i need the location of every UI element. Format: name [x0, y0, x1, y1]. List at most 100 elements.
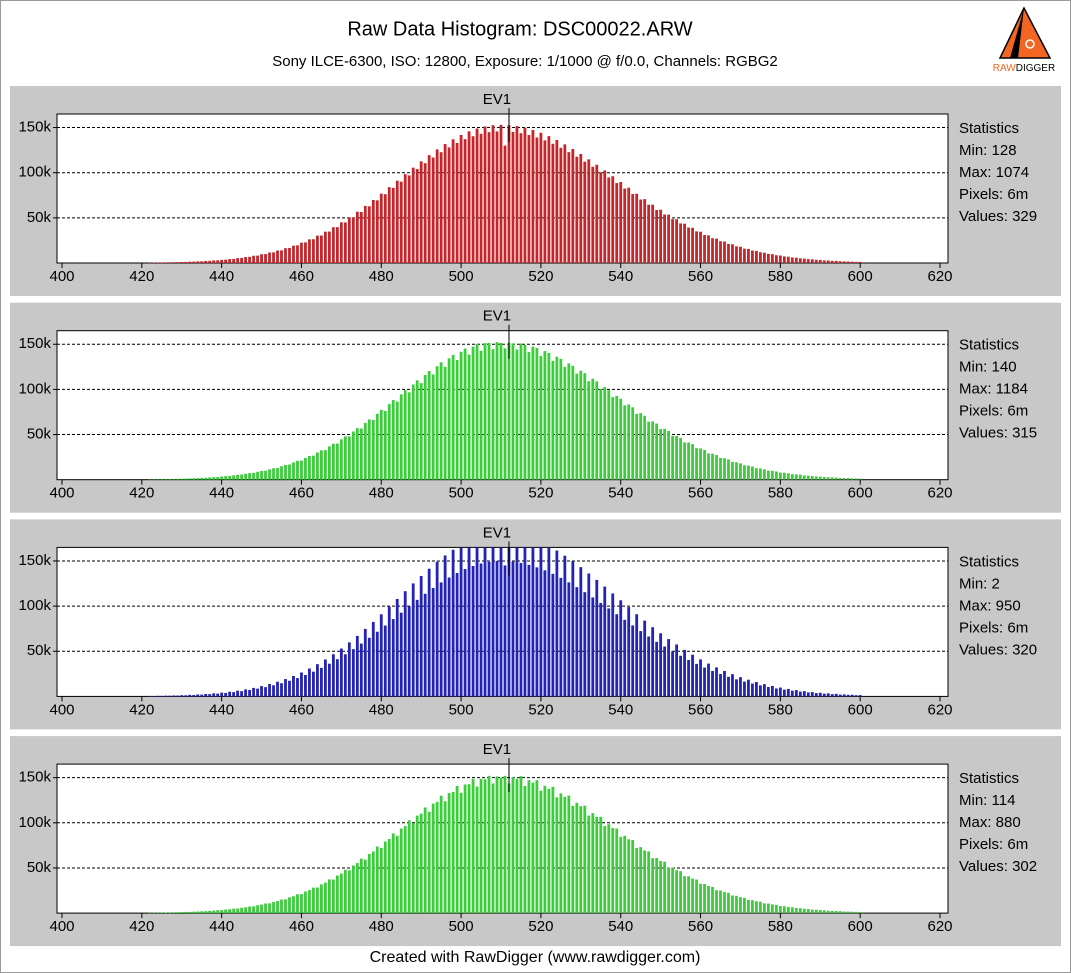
x-tick-label: 600	[848, 701, 873, 718]
bar	[419, 161, 423, 263]
bar	[507, 342, 511, 480]
x-tick-label: 620	[927, 485, 952, 502]
bar	[312, 671, 315, 697]
bar	[751, 683, 754, 697]
stats-line: Values: 315	[959, 425, 1037, 442]
bar	[790, 907, 794, 914]
bar	[256, 688, 259, 697]
bar	[547, 353, 551, 480]
bar	[276, 250, 279, 263]
logo-digger: DIGGER	[1016, 63, 1055, 74]
bar	[411, 167, 415, 263]
bar	[407, 175, 411, 263]
bar	[519, 133, 523, 263]
bar	[216, 476, 220, 480]
bar	[723, 892, 726, 914]
bar	[675, 644, 678, 697]
x-tick-label: 440	[209, 918, 234, 935]
bar	[846, 478, 850, 480]
bar	[563, 144, 567, 263]
bar	[359, 858, 363, 914]
bar	[339, 648, 343, 697]
bar	[575, 802, 579, 914]
bar	[647, 636, 651, 697]
bar	[351, 865, 355, 914]
bar	[335, 227, 339, 263]
bar	[415, 380, 419, 480]
plot-area	[56, 546, 949, 697]
bar	[200, 261, 204, 263]
bar	[555, 550, 559, 697]
bar	[164, 695, 168, 697]
bar	[363, 859, 367, 914]
bar	[838, 261, 842, 263]
bar	[483, 343, 487, 480]
bar	[252, 687, 255, 697]
bar	[826, 477, 830, 480]
bar	[387, 838, 391, 914]
bar	[599, 602, 603, 697]
bar	[603, 387, 607, 480]
bar	[256, 905, 259, 914]
bar	[327, 879, 331, 914]
bar	[367, 637, 371, 697]
bar	[511, 343, 515, 480]
x-tick-label: 500	[449, 485, 474, 502]
bar	[236, 908, 239, 914]
bar	[447, 147, 451, 263]
page-title: Raw Data Histogram: DSC00022.ARW	[347, 18, 692, 40]
bar	[463, 784, 467, 914]
bar	[731, 674, 734, 697]
bar	[599, 816, 603, 914]
bar	[391, 833, 395, 914]
bar	[583, 373, 587, 480]
bar	[312, 239, 315, 263]
logo: RAWDIGGER	[993, 6, 1055, 74]
bar	[631, 407, 635, 480]
bar	[739, 897, 742, 914]
bar	[495, 342, 499, 480]
bar	[164, 479, 168, 480]
x-tick-label: 560	[688, 918, 713, 935]
bar	[591, 166, 595, 263]
bar	[619, 600, 623, 697]
bar	[743, 681, 746, 697]
x-tick-label: 600	[848, 485, 873, 502]
bar	[699, 659, 702, 697]
bar	[180, 478, 184, 480]
bar	[747, 465, 750, 480]
bar	[339, 873, 343, 914]
bar	[371, 199, 375, 263]
bar	[168, 262, 172, 263]
bar	[419, 576, 423, 697]
bar	[204, 260, 208, 263]
bar	[695, 448, 698, 480]
x-tick-label: 520	[528, 268, 553, 285]
bar	[455, 142, 459, 263]
bar	[643, 415, 647, 480]
bar	[403, 826, 407, 914]
bar	[595, 381, 599, 480]
bar	[415, 169, 419, 263]
bar	[639, 199, 643, 263]
bar	[204, 477, 208, 480]
bar	[411, 384, 415, 480]
bar	[826, 910, 830, 914]
bar	[515, 349, 519, 480]
bar	[471, 566, 475, 697]
logo-raw: RAW	[993, 63, 1017, 74]
bar	[499, 124, 503, 263]
bar	[755, 682, 758, 697]
bar	[327, 231, 331, 263]
bar	[766, 903, 770, 914]
bar	[208, 910, 212, 914]
x-tick-label: 480	[369, 485, 394, 502]
bar	[160, 262, 164, 263]
bar	[244, 257, 247, 263]
bar	[834, 477, 838, 480]
bar	[260, 470, 263, 480]
bar	[527, 564, 531, 697]
bar	[487, 132, 491, 263]
bar	[707, 886, 710, 914]
bar	[687, 227, 690, 263]
